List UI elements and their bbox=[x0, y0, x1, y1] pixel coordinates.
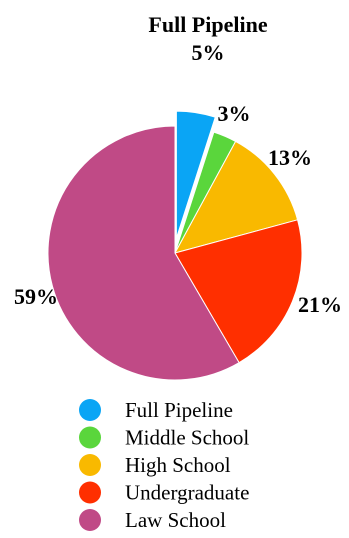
pie-slices bbox=[47, 110, 303, 381]
legend-marker-full-pipeline bbox=[79, 399, 101, 421]
legend-label-high-school: High School bbox=[125, 453, 231, 477]
legend-label-undergraduate: Undergraduate bbox=[125, 481, 249, 505]
pie-slice-full-pipeline bbox=[175, 110, 216, 239]
pie-label-middle-school: 3% bbox=[218, 101, 251, 126]
pie-label-high-school: 13% bbox=[268, 145, 312, 170]
pie-slice-undergraduate bbox=[174, 219, 303, 364]
legend-marker-undergraduate bbox=[79, 481, 101, 504]
legend-marker-middle-school bbox=[79, 426, 101, 449]
legend-marker-high-school bbox=[79, 454, 101, 476]
pie-label-full-pipeline: 5% bbox=[192, 40, 225, 65]
pie-label-undergraduate: 21% bbox=[298, 292, 342, 317]
legend-label-law-school: Law School bbox=[125, 508, 226, 532]
pie-label-law-school: 59% bbox=[14, 284, 58, 309]
chart-legend: Full Pipeline Middle School High School Und… bbox=[79, 398, 249, 532]
legend-label-middle-school: Middle School bbox=[125, 426, 249, 450]
pie-slice-law-school bbox=[47, 125, 240, 381]
chart-title: Full Pipeline bbox=[148, 12, 267, 37]
legend-marker-law-school bbox=[79, 509, 101, 531]
pie-labels: 5% 3% 13% 21% 59% bbox=[14, 40, 342, 317]
pie-slice-high-school bbox=[174, 140, 299, 254]
legend-label-full-pipeline: Full Pipeline bbox=[125, 398, 233, 422]
